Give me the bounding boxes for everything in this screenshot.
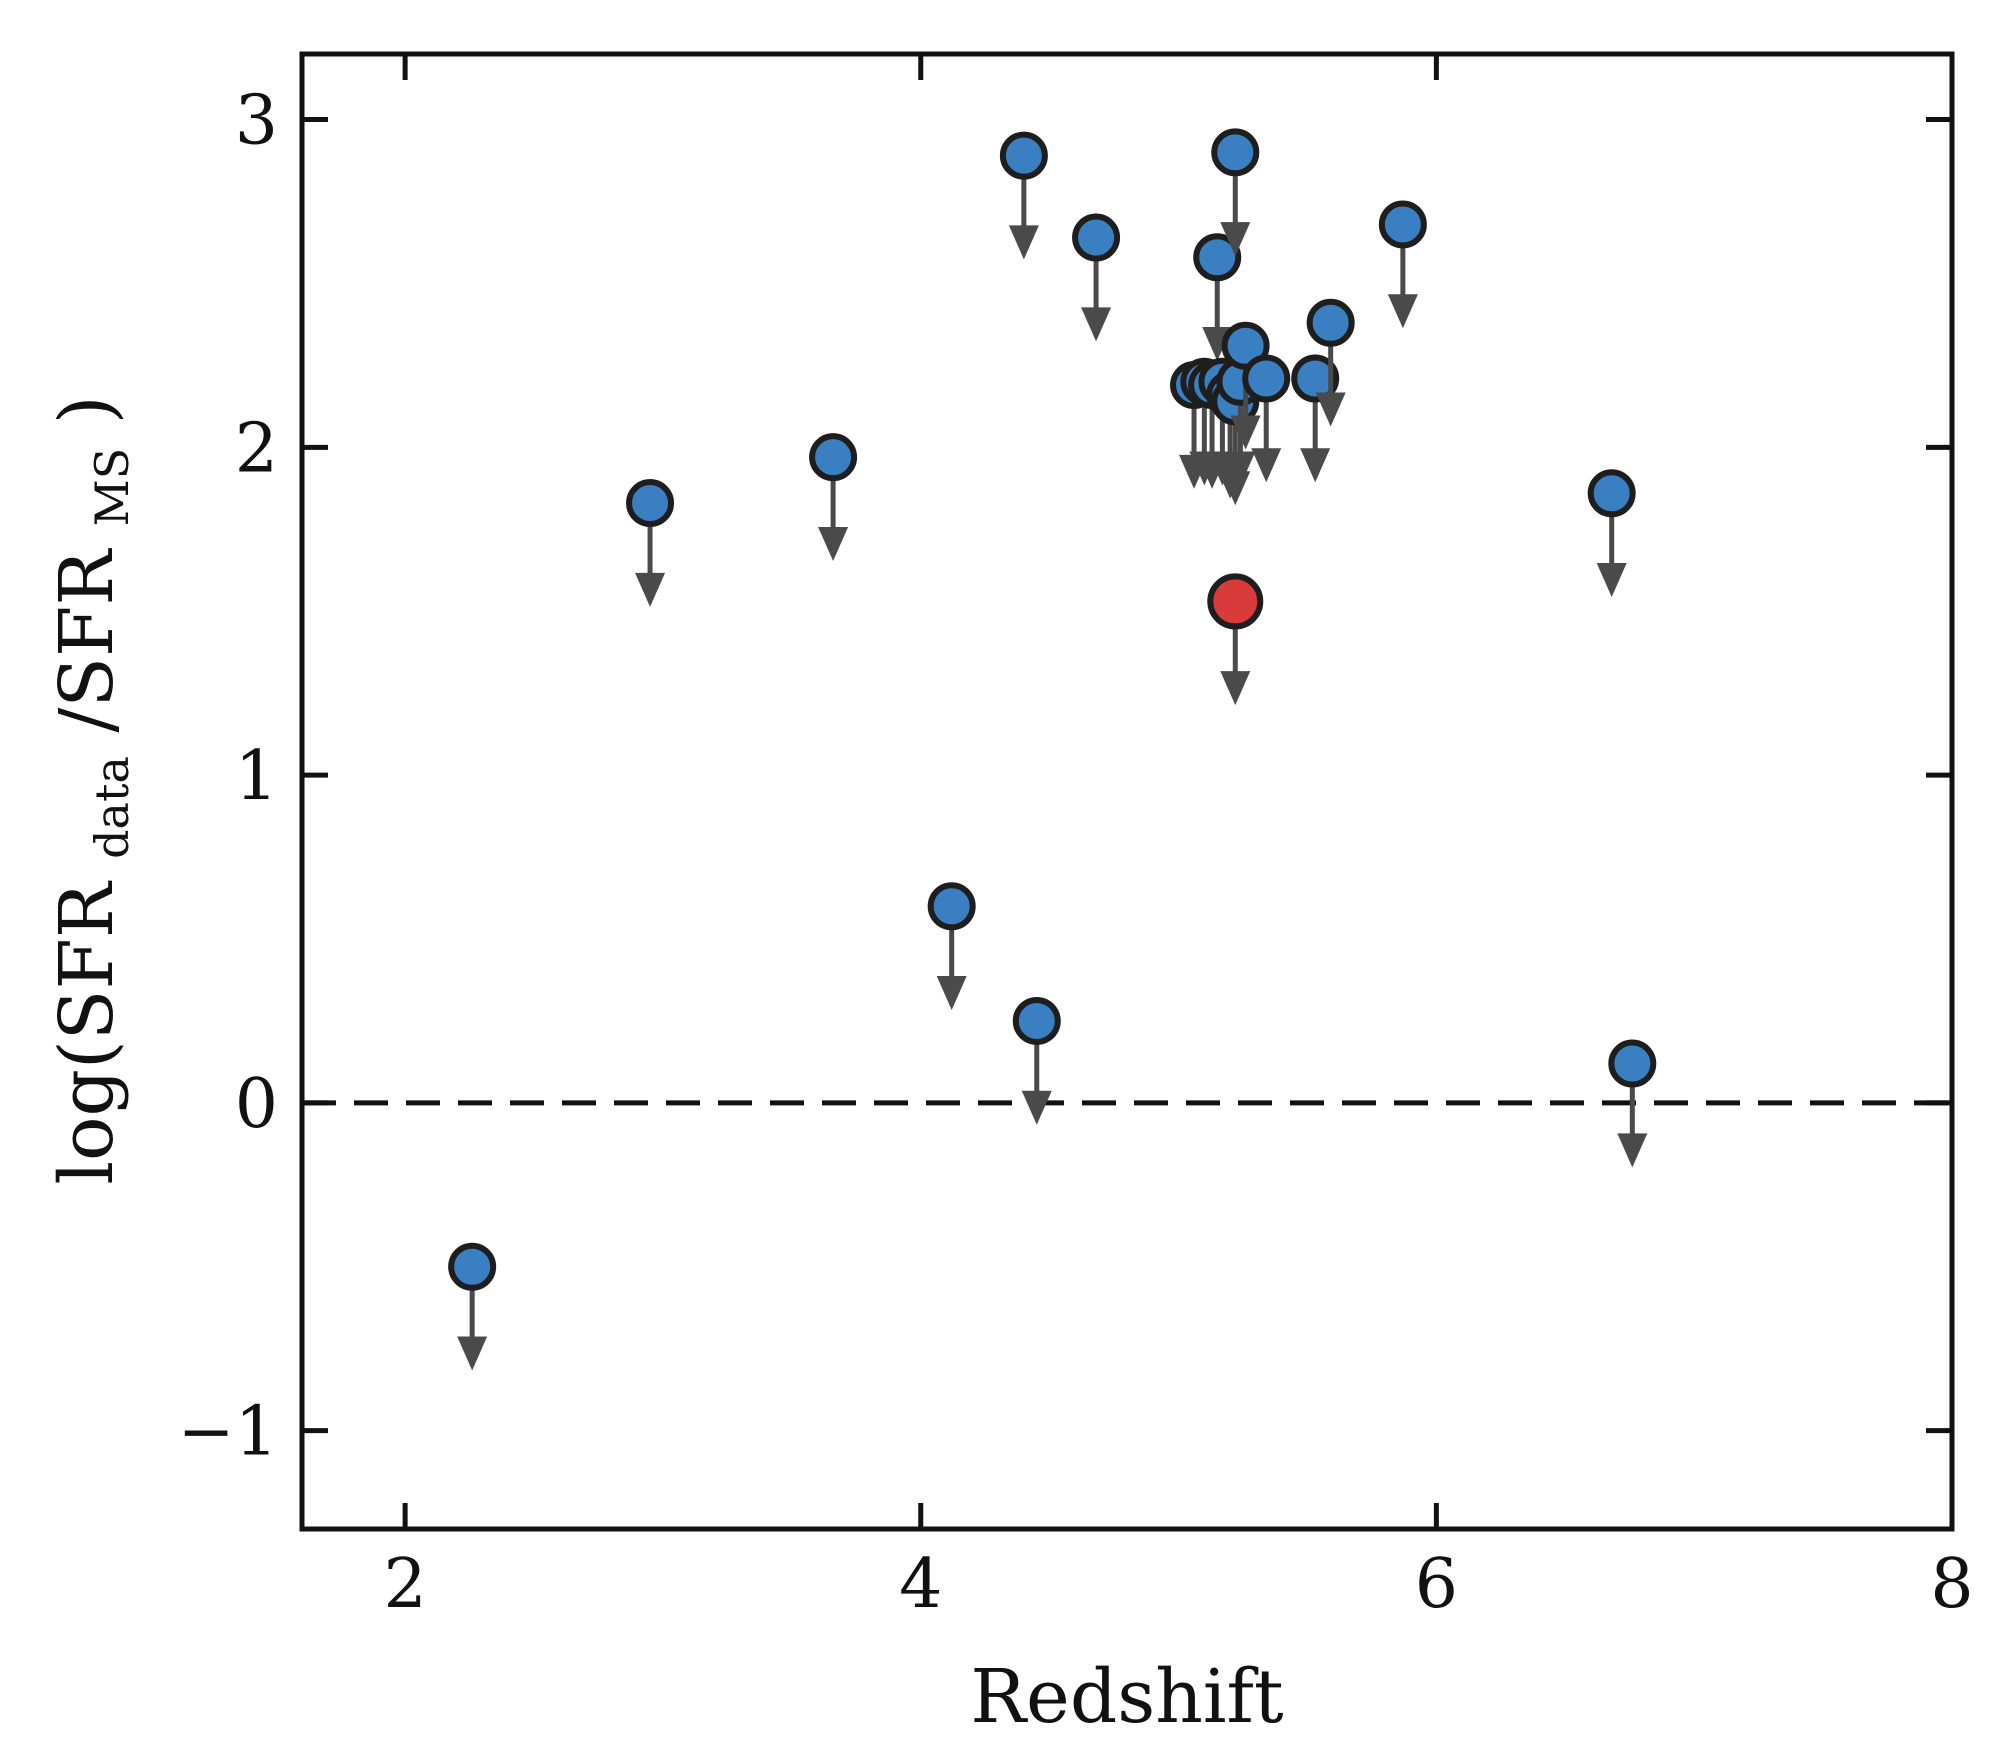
upper-limit-arrow-head <box>1387 294 1418 329</box>
data-point <box>626 479 675 528</box>
y-tick-label: 1 <box>235 737 278 816</box>
x-tick-label: 4 <box>899 1545 942 1624</box>
upper-limit-arrow-head <box>1220 222 1251 257</box>
data-point <box>1193 233 1242 282</box>
upper-limit-arrow-head <box>1021 1090 1052 1125</box>
y-tick-label: 3 <box>235 82 278 161</box>
upper-limit-arrow-head <box>635 572 666 607</box>
y-axis-label-prefix: log(SFR <box>44 880 130 1184</box>
x-tick-label: 8 <box>1930 1545 1973 1624</box>
data-point <box>1012 996 1061 1045</box>
x-axis-label-group: Redshift <box>970 1654 1284 1740</box>
y-tick-label: 0 <box>235 1065 278 1144</box>
data-point <box>1072 213 1121 262</box>
x-tick-label: 2 <box>383 1545 426 1624</box>
upper-limit-arrow-head <box>1220 671 1251 706</box>
upper-limit-arrow-head <box>1081 307 1112 342</box>
upper-limit-arrow-head <box>1225 451 1256 486</box>
upper-limit-arrow-head <box>1315 392 1346 427</box>
data-point <box>809 433 858 482</box>
data-point <box>1211 128 1260 177</box>
x-tick-label: 6 <box>1415 1545 1458 1624</box>
plot-area <box>299 51 1955 1532</box>
upper-limit-arrow-head <box>1251 448 1282 483</box>
data-point <box>999 131 1048 180</box>
data-point <box>448 1242 497 1291</box>
upper-limit-arrow-head <box>1230 415 1261 450</box>
upper-limit-arrow-head <box>1008 225 1039 260</box>
point-layer <box>448 128 1657 1371</box>
y-tick-label: −1 <box>178 1393 278 1472</box>
data-point <box>1306 298 1355 347</box>
upper-limit-arrow-head <box>1617 1133 1648 1168</box>
y-axis-label-sub-ms: MS <box>85 448 139 527</box>
y-axis-label-group: log(SFR data /SFR MS ) <box>44 395 146 1184</box>
data-point <box>1291 354 1340 403</box>
upper-limit-arrow-head <box>1300 448 1331 483</box>
data-point <box>1242 354 1291 403</box>
upper-limit-arrow-head <box>818 526 849 561</box>
upper-limit-arrow-head <box>457 1336 488 1371</box>
data-point <box>1587 469 1636 518</box>
y-axis-label-sub-data: data <box>85 756 139 859</box>
y-axis-label-suffix: ) <box>44 395 130 424</box>
highlight-data-point <box>1207 573 1264 630</box>
plot-frame <box>299 51 1955 1532</box>
x-axis-label: Redshift <box>970 1654 1284 1740</box>
data-point <box>1378 200 1427 249</box>
data-point <box>927 882 976 931</box>
data-point <box>1608 1039 1657 1088</box>
tick-layer: 2 4 6 8 −1 0 1 2 3 <box>178 54 1974 1624</box>
y-axis-label-middle: /SFR <box>44 548 130 733</box>
y-tick-label: 2 <box>235 409 278 488</box>
upper-limit-arrow-head <box>936 976 967 1010</box>
y-axis-label: log(SFR data /SFR MS ) <box>44 395 146 1184</box>
upper-limit-arrow-head <box>1596 563 1627 597</box>
